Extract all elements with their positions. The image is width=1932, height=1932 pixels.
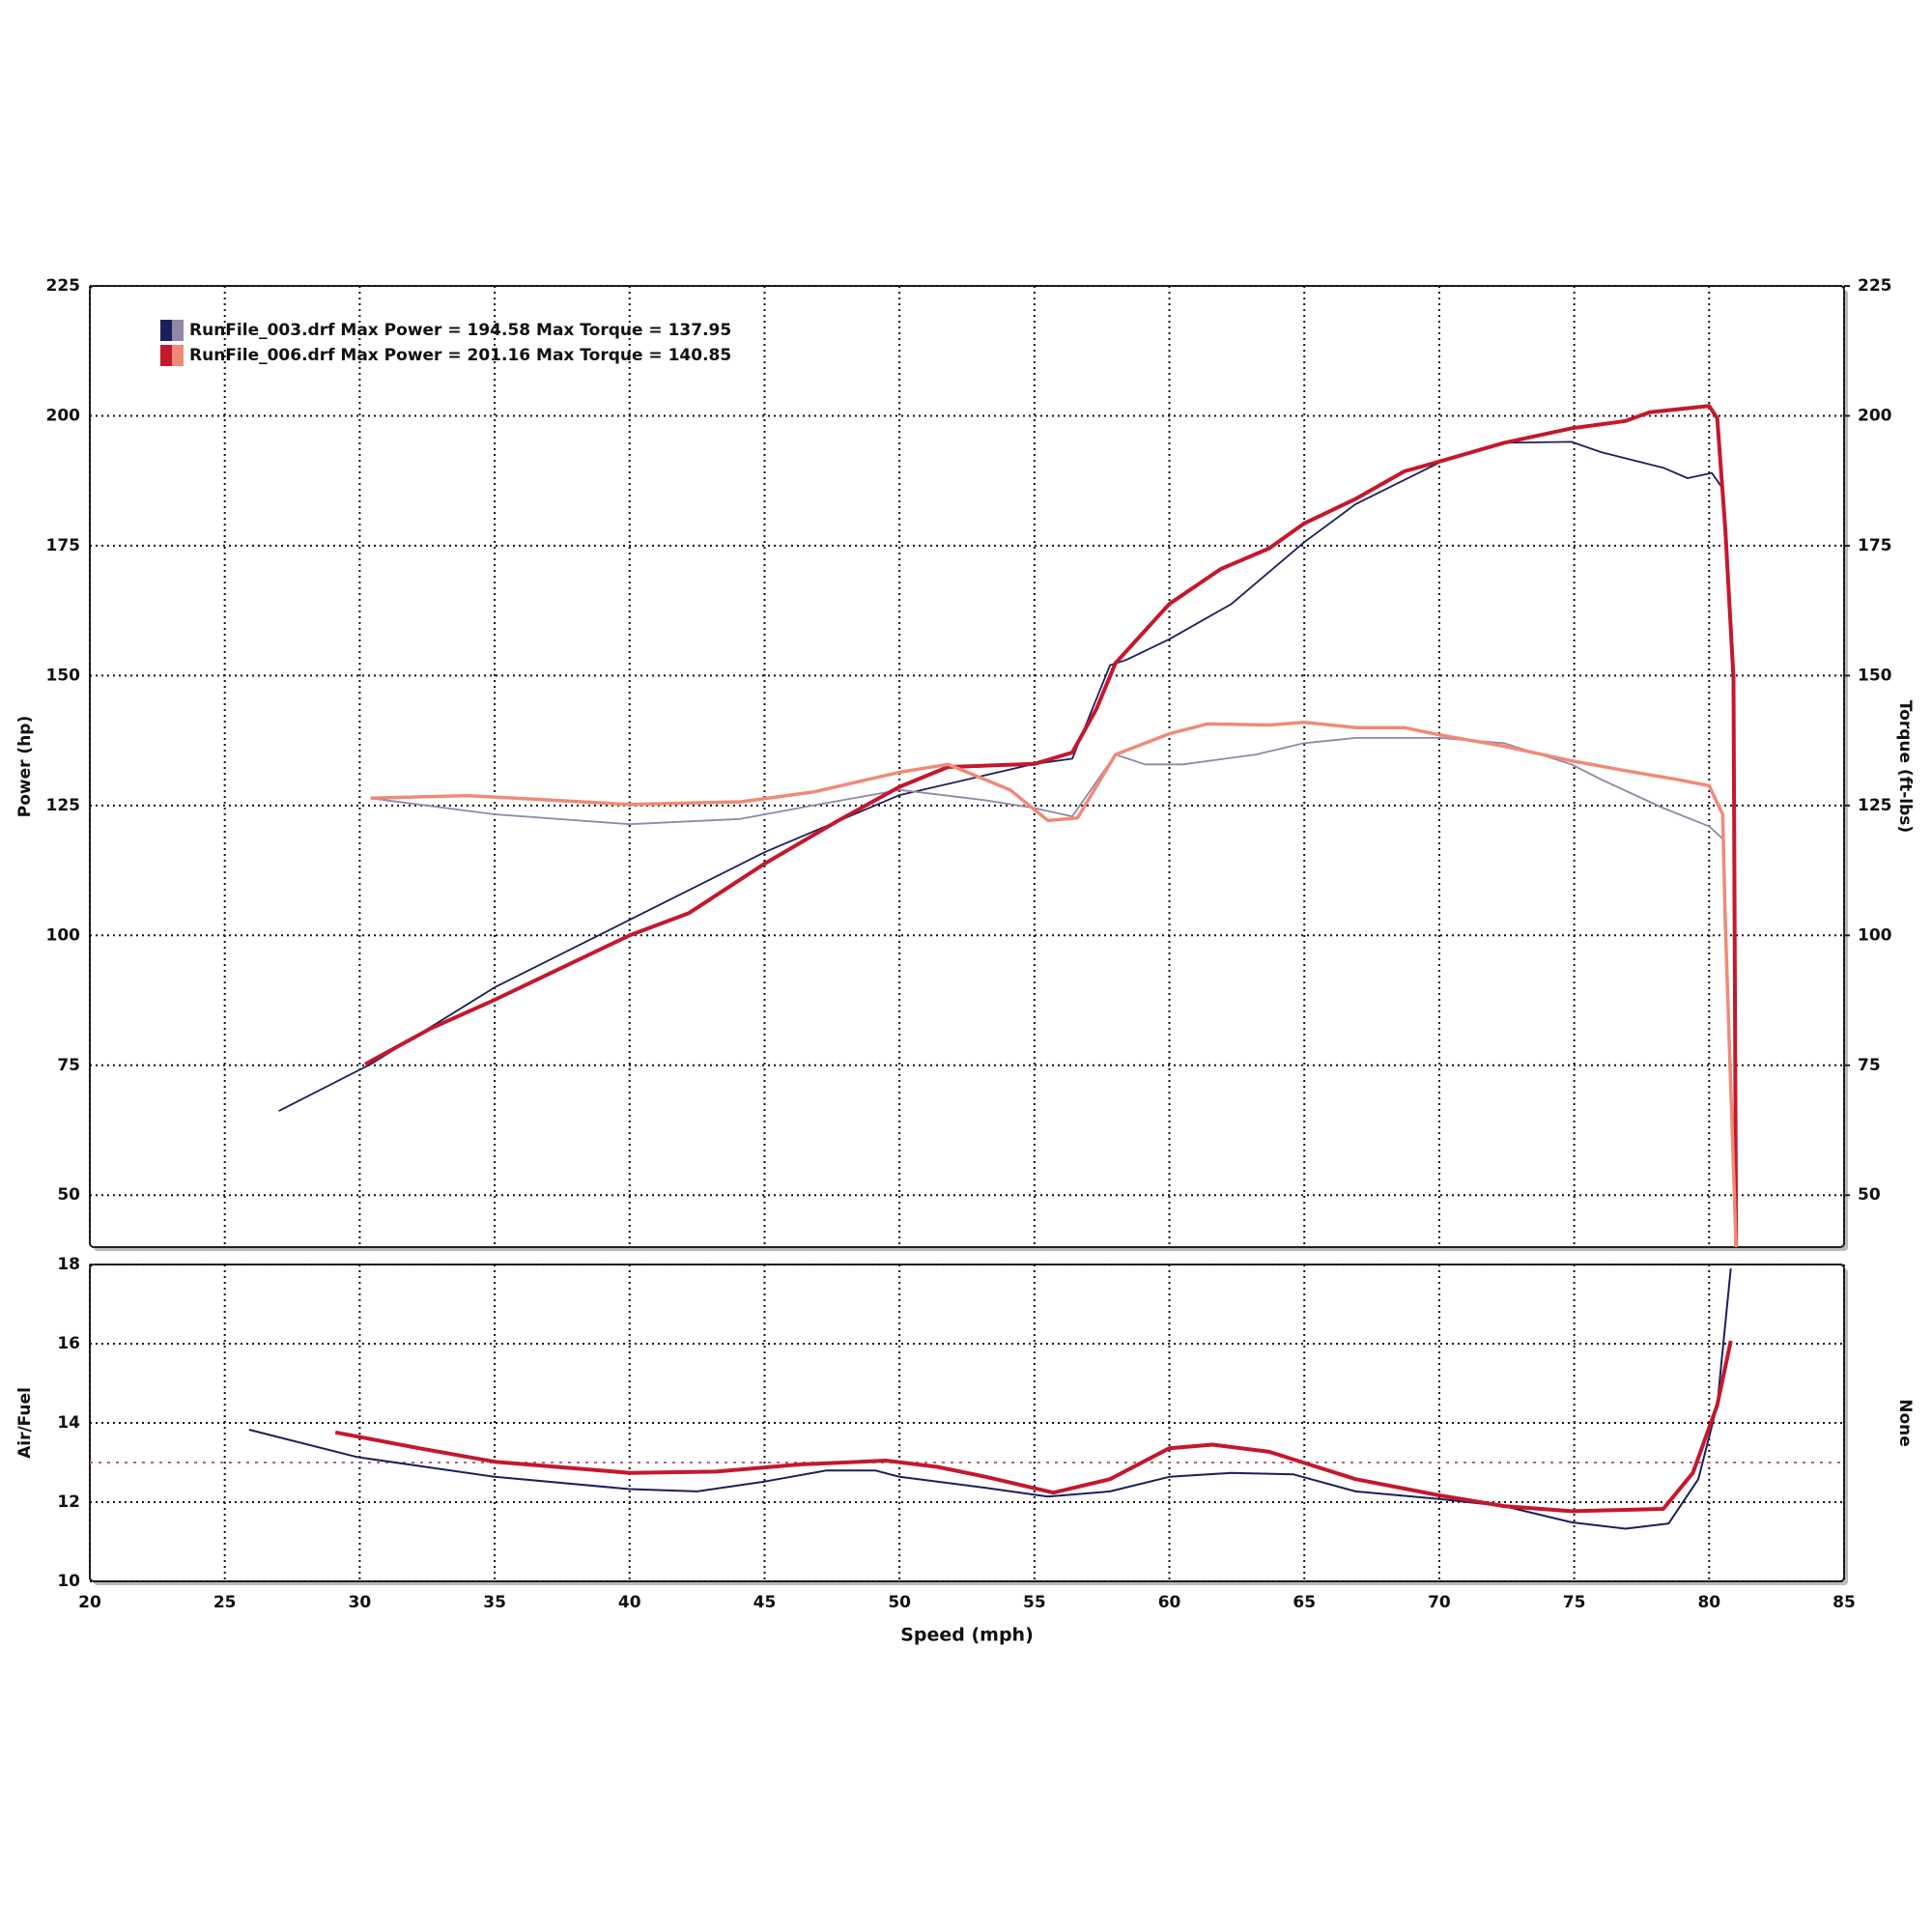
x-tick-label: 35: [483, 1593, 506, 1612]
x-tick-label: 75: [1563, 1593, 1586, 1612]
y-tick-label: 14: [57, 1413, 80, 1433]
x-tick-label: 20: [78, 1593, 101, 1612]
y-tick-label: 175: [46, 536, 81, 555]
y2-axis-title: Torque (ft-lbs): [1895, 700, 1915, 833]
x-tick-label: 55: [1023, 1593, 1046, 1612]
x-tick-label: 40: [618, 1593, 641, 1612]
y-tick-label: 225: [46, 276, 81, 296]
y2-tick-label: 125: [1858, 796, 1892, 815]
legend-swatch: [172, 320, 184, 341]
y2-tick-label: 75: [1858, 1056, 1881, 1075]
x-tick-label: 45: [753, 1593, 777, 1612]
x-tick-label: 60: [1158, 1593, 1181, 1612]
legend-swatch: [172, 345, 184, 366]
y-tick-label: 50: [57, 1185, 80, 1205]
legend-swatch: [160, 320, 172, 341]
series-line: [248, 1268, 1732, 1530]
series-line: [364, 404, 1739, 1247]
y-tick-label: 10: [57, 1572, 80, 1591]
series-line: [370, 721, 1738, 1247]
y-tick-label: 16: [57, 1334, 80, 1353]
y-tick-label: 125: [46, 796, 81, 815]
y2-axis-title: None: [1895, 1399, 1915, 1447]
legend-label: RunFile_006.drf Max Power = 201.16 Max T…: [189, 346, 731, 365]
x-axis-title: Speed (mph): [900, 1625, 1034, 1646]
y-tick-label: 18: [57, 1255, 80, 1274]
x-tick-label: 30: [349, 1593, 372, 1612]
x-tick-label: 50: [888, 1593, 911, 1612]
y-axis-title: Power (hp): [15, 716, 35, 818]
y-tick-label: 150: [46, 666, 81, 685]
y2-tick-label: 100: [1858, 925, 1892, 945]
y2-tick-label: 225: [1858, 276, 1892, 296]
y-tick-label: 75: [57, 1056, 80, 1075]
legend-swatch: [160, 345, 172, 366]
y-axis-title: Air/Fuel: [15, 1387, 35, 1459]
y2-tick-label: 50: [1858, 1185, 1881, 1205]
series-line: [278, 440, 1724, 1112]
y2-tick-label: 175: [1858, 536, 1892, 555]
x-tick-label: 85: [1833, 1593, 1856, 1612]
y-tick-label: 200: [46, 406, 81, 425]
y2-tick-label: 200: [1858, 406, 1892, 425]
x-tick-label: 65: [1293, 1593, 1316, 1612]
y-tick-label: 100: [46, 925, 81, 945]
series-line: [334, 1340, 1733, 1514]
series-line: [370, 737, 1723, 839]
x-tick-label: 70: [1428, 1593, 1451, 1612]
x-tick-label: 80: [1697, 1593, 1720, 1612]
y-tick-label: 12: [57, 1492, 80, 1512]
y2-tick-label: 150: [1858, 666, 1892, 685]
x-tick-label: 25: [213, 1593, 237, 1612]
legend-label: RunFile_003.drf Max Power = 194.58 Max T…: [189, 321, 731, 340]
